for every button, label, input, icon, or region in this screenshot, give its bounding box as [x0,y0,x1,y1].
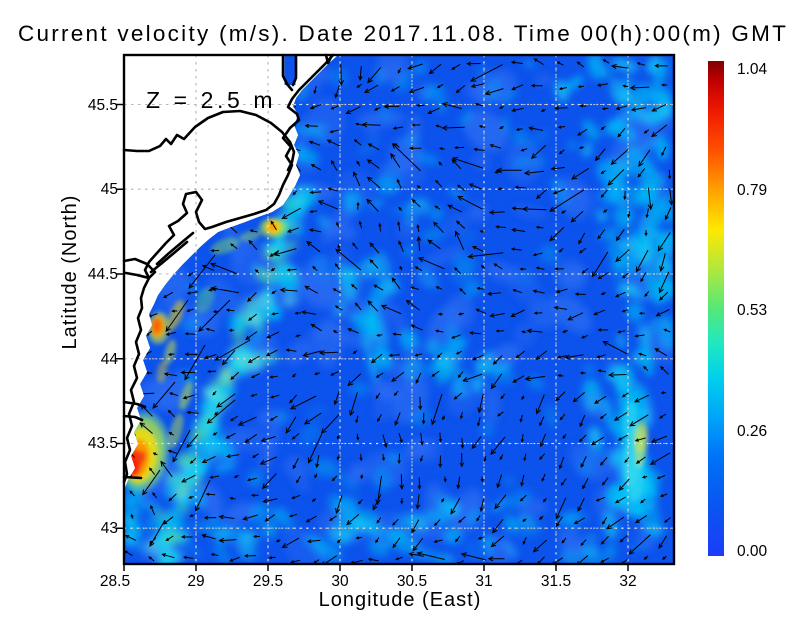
svg-text:Z = 2.5 m: Z = 2.5 m [146,87,276,113]
svg-text:43.5: 43.5 [88,435,118,452]
svg-text:Longitude (East): Longitude (East) [319,589,482,611]
svg-text:30.5: 30.5 [397,573,427,590]
svg-text:31: 31 [475,573,492,590]
svg-text:45.5: 45.5 [88,97,118,114]
svg-text:45: 45 [101,181,118,198]
svg-text:43: 43 [101,520,118,537]
svg-text:31.5: 31.5 [541,573,571,590]
svg-text:32: 32 [619,573,636,590]
svg-text:28.5: 28.5 [100,573,130,590]
svg-text:0.53: 0.53 [737,302,767,319]
svg-text:Latitude (North): Latitude (North) [59,195,81,350]
svg-text:0.79: 0.79 [737,182,767,199]
svg-text:44: 44 [101,351,119,368]
svg-text:0.26: 0.26 [737,423,767,440]
svg-text:44.5: 44.5 [88,266,118,283]
svg-text:0.00: 0.00 [737,543,768,560]
svg-text:1.04: 1.04 [737,61,768,78]
svg-text:30: 30 [331,573,349,590]
svg-text:29: 29 [187,573,204,590]
svg-text:Current velocity (m/s). Date 2: Current velocity (m/s). Date 2017.11.08.… [18,21,788,46]
svg-text:29.5: 29.5 [253,573,283,590]
